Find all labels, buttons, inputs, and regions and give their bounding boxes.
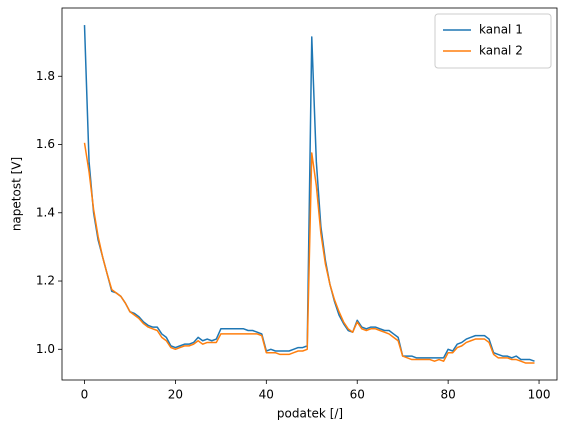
- y-tick-label: 1.6: [36, 137, 55, 151]
- legend-label: kanal 1: [479, 23, 523, 37]
- line-series: [83, 142, 535, 364]
- x-tick-label: 0: [81, 388, 89, 402]
- y-tick-label: 1.0: [36, 342, 55, 356]
- x-tick-label: 100: [528, 388, 551, 402]
- legend-box: [434, 13, 552, 69]
- axes-frame: [61, 7, 558, 381]
- y-tick-label: 1.4: [36, 205, 55, 219]
- x-tick-label: 80: [440, 388, 455, 402]
- y-axis-label: napetost [V]: [10, 157, 24, 231]
- y-tick-label: 1.2: [36, 274, 55, 288]
- legend-label: kanal 2: [479, 44, 523, 58]
- x-tick-label: 60: [350, 388, 365, 402]
- y-tick-label: 1.8: [36, 69, 55, 83]
- x-tick-label: 20: [168, 388, 183, 402]
- line-series: [83, 25, 535, 362]
- x-axis-label: podatek [/]: [277, 407, 343, 421]
- x-tick-label: 40: [259, 388, 274, 402]
